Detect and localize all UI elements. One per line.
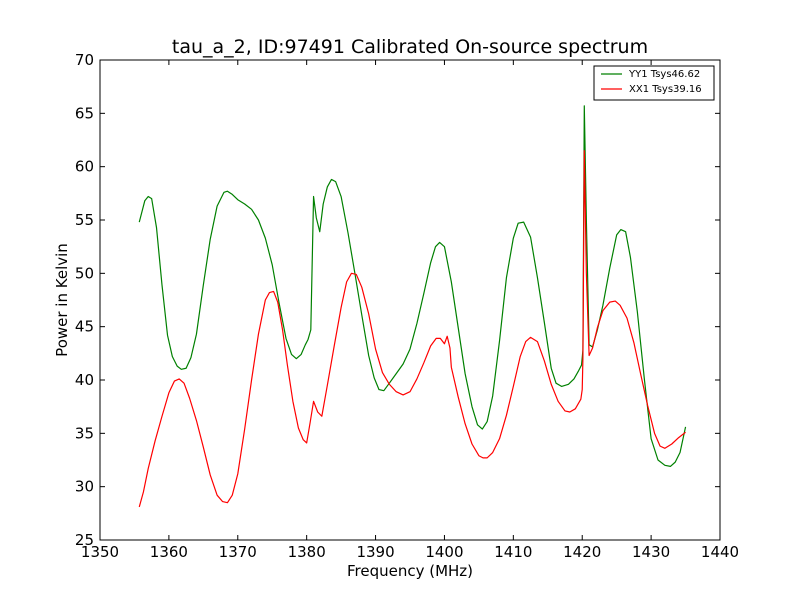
plot-area bbox=[99, 59, 721, 541]
y-tick-label: 50 bbox=[75, 264, 94, 282]
x-axis: 1350 1360 1370 1380 1390 1400 1410 1420 1430 1440 bbox=[81, 60, 739, 561]
y-tick-label: 25 bbox=[75, 531, 94, 549]
y-tick-label: 70 bbox=[75, 51, 94, 69]
y-tick-label: 55 bbox=[75, 211, 94, 229]
x-tick-label: 1440 bbox=[701, 543, 739, 561]
x-tick-label: 1360 bbox=[150, 543, 188, 561]
x-axis-label: Frequency (MHz) bbox=[347, 562, 473, 580]
legend-label-yy1: YY1 Tsys46.62 bbox=[628, 69, 700, 80]
y-tick-label: 35 bbox=[75, 424, 94, 442]
x-tick-label: 1430 bbox=[632, 543, 670, 561]
plot-frame bbox=[99, 59, 721, 541]
legend-label-xx1: XX1 Tsys39.16 bbox=[629, 84, 702, 95]
y-tick-label: 45 bbox=[75, 318, 94, 336]
series-line-1 bbox=[138, 150, 686, 508]
x-tick-label: 1370 bbox=[219, 543, 257, 561]
y-axis: 25 30 35 40 45 50 55 60 65 70 bbox=[75, 51, 720, 549]
chart-title: tau_a_2, ID:97491 Calibrated On-source s… bbox=[172, 36, 648, 58]
legend-box bbox=[593, 65, 715, 101]
y-tick-label: 40 bbox=[75, 371, 94, 389]
y-axis-label: Power in Kelvin bbox=[53, 243, 71, 357]
x-tick-label: 1350 bbox=[81, 543, 119, 561]
legend: YY1 Tsys46.62 XX1 Tsys39.16 bbox=[593, 65, 715, 101]
y-tick-label: 30 bbox=[75, 478, 94, 496]
series-layer bbox=[138, 105, 687, 508]
plot-background bbox=[100, 60, 720, 540]
x-tick-label: 1410 bbox=[494, 543, 532, 561]
x-tick-label: 1380 bbox=[288, 543, 326, 561]
y-tick-label: 60 bbox=[75, 158, 94, 176]
x-tick-label: 1390 bbox=[356, 543, 394, 561]
x-tick-label: 1420 bbox=[563, 543, 601, 561]
x-tick-label: 1400 bbox=[425, 543, 463, 561]
series-line-0 bbox=[138, 105, 687, 467]
y-tick-label: 65 bbox=[75, 104, 94, 122]
